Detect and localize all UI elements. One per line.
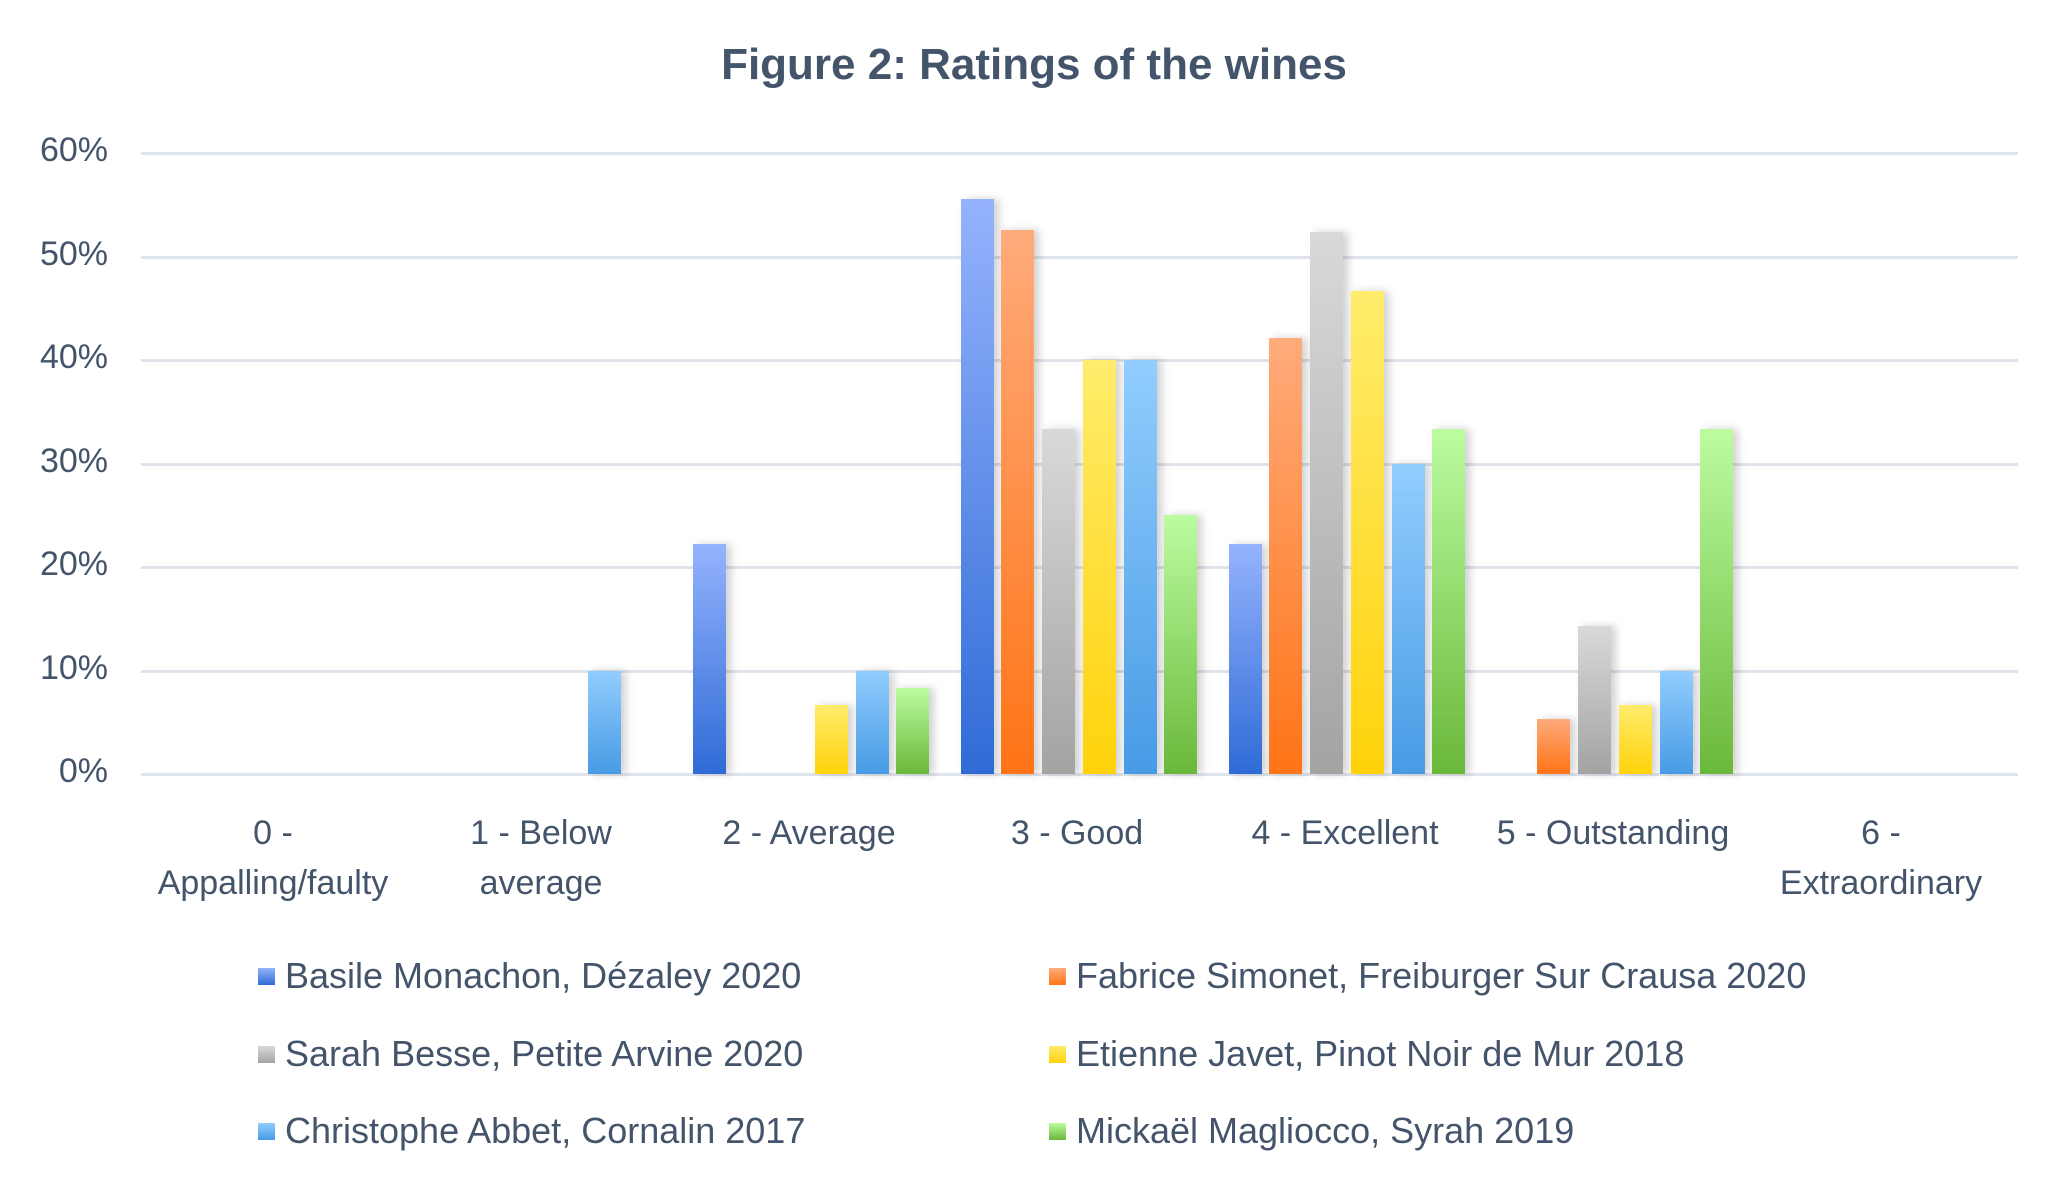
x-tick-label: 3 - Good [943, 808, 1211, 858]
bar [1001, 229, 1035, 774]
y-tick-label: 50% [39, 234, 108, 273]
bar [1432, 429, 1466, 774]
y-tick-label: 20% [39, 545, 108, 583]
bar [1228, 544, 1262, 774]
bar [896, 688, 930, 774]
gridline [141, 773, 2018, 776]
bar [1537, 719, 1571, 774]
x-tick-label: 5 - Outstanding [1479, 808, 1747, 858]
legend-label: Sarah Besse, Petite Arvine 2020 [285, 1033, 804, 1074]
legend-label: Basile Monachon, Dézaley 2020 [285, 955, 802, 996]
legend-label: Fabrice Simonet, Freiburger Sur Crausa 2… [1076, 955, 1807, 996]
x-tick-label-line1: 0 - [253, 814, 293, 852]
legend-swatch-icon [1049, 1122, 1066, 1140]
legend-swatch-icon [1049, 1045, 1066, 1063]
x-tick-label: 0 - Appalling/faulty [139, 808, 407, 908]
x-tick-label-line2: Extraordinary [1779, 864, 1983, 902]
gridline [141, 255, 2018, 259]
legend-label: Christophe Abbet, Cornalin 2017 [285, 1110, 806, 1151]
x-tick-label-line2: Appalling/faulty [157, 864, 389, 902]
x-tick-label: 4 - Excellent [1211, 808, 1479, 858]
bar [1659, 670, 1693, 774]
legend-item: Christophe Abbet, Cornalin 2017 [258, 1110, 805, 1152]
bar [1269, 338, 1303, 774]
bar [1310, 231, 1344, 774]
y-tick-label: 30% [39, 441, 108, 480]
legend-label: Mickaël Magliocco, Syrah 2019 [1076, 1110, 1575, 1151]
bar [855, 670, 889, 774]
legend-item: Fabrice Simonet, Freiburger Sur Crausa 2… [1049, 955, 1806, 997]
bar [587, 670, 621, 774]
legend-swatch-icon [258, 967, 275, 985]
chart-title: Figure 2: Ratings of the wines [721, 40, 1347, 89]
bar [1082, 360, 1116, 774]
bar [960, 198, 994, 774]
legend-swatch-icon [258, 1122, 275, 1140]
x-tick-label-line1: 5 - Outstanding [1496, 814, 1730, 852]
x-tick-label: 6 - Extraordinary [1747, 808, 2015, 908]
bar [1350, 290, 1384, 774]
bar [1578, 626, 1612, 774]
y-tick-label: 40% [39, 338, 108, 376]
x-tick-label: 1 - Below average [407, 808, 675, 908]
legend-label: Etienne Javet, Pinot Noir de Mur 2018 [1076, 1033, 1685, 1074]
gridline [141, 152, 2018, 155]
x-tick-label-line1: 1 - Below [470, 814, 612, 852]
gridline [141, 462, 2018, 466]
x-tick-label-line1: 2 - Average [722, 814, 896, 852]
bar [1618, 704, 1652, 774]
legend-item: Etienne Javet, Pinot Noir de Mur 2018 [1049, 1033, 1684, 1075]
x-tick-label-line1: 3 - Good [1010, 814, 1144, 852]
y-tick-label: 10% [39, 648, 108, 687]
bar [692, 544, 726, 774]
bar [1164, 515, 1198, 774]
legend-item: Basile Monachon, Dézaley 2020 [258, 955, 801, 997]
legend-item: Mickaël Magliocco, Syrah 2019 [1049, 1110, 1574, 1152]
gridline [141, 669, 2018, 673]
bar [1042, 429, 1076, 774]
x-tick-label-line1: 6 - [1861, 814, 1901, 852]
legend-swatch-icon [258, 1045, 275, 1063]
plot-area [141, 152, 2018, 776]
legend-swatch-icon [1049, 967, 1066, 985]
gridline [141, 359, 2018, 362]
bar [1700, 429, 1734, 774]
bar [1391, 463, 1425, 774]
y-tick-label: 60% [39, 131, 108, 169]
x-tick-label-line2: average [479, 864, 603, 902]
x-tick-label: 2 - Average [675, 808, 943, 858]
bar [1123, 360, 1157, 774]
bar [814, 704, 848, 774]
y-tick-label: 0% [58, 752, 108, 790]
gridline [141, 566, 2018, 569]
x-tick-label-line1: 4 - Excellent [1251, 814, 1439, 852]
legend-item: Sarah Besse, Petite Arvine 2020 [258, 1033, 803, 1075]
